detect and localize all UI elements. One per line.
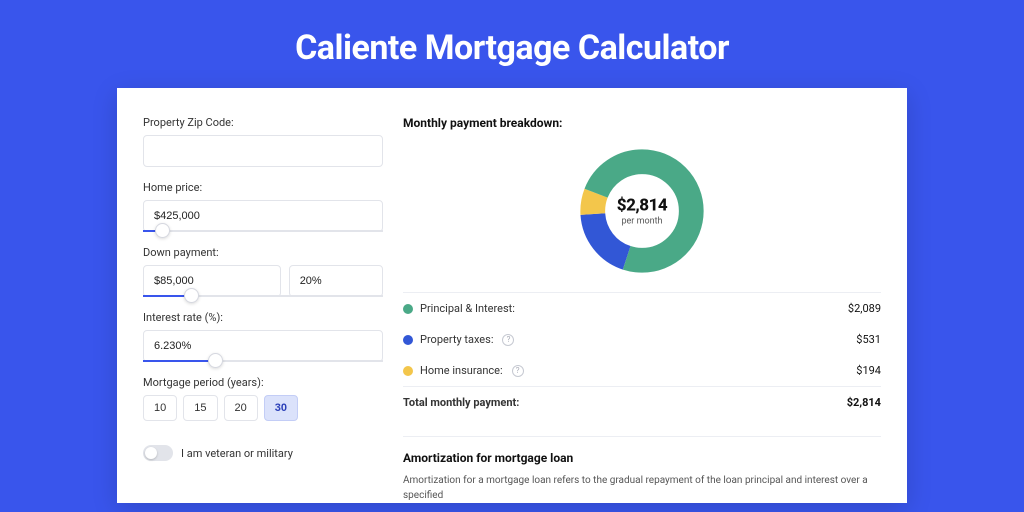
donut-value: $2,814: [617, 196, 667, 216]
donut-sub: per month: [617, 217, 667, 227]
home-price-group: Home price:: [143, 181, 383, 232]
breakdown-label: Home insurance:?: [403, 364, 856, 377]
breakdown-amount: $194: [856, 364, 881, 377]
breakdown-label: Principal & Interest:: [403, 302, 848, 315]
legend-dot: [403, 304, 413, 314]
legend-dot: [403, 366, 413, 376]
period-segmented: 1015 2030: [143, 395, 383, 421]
amortization-title: Amortization for mortgage loan: [403, 436, 881, 465]
slider-fill: [143, 360, 215, 362]
input-panel: Property Zip Code: Home price: Down paym…: [143, 116, 383, 503]
veteran-toggle[interactable]: [143, 445, 173, 461]
period-option-15[interactable]: 15: [183, 395, 217, 421]
down-payment-group: Down payment:: [143, 246, 383, 297]
legend-dot: [403, 335, 413, 345]
donut-chart: $2,814 per month: [577, 146, 707, 276]
breakdown-line-principal: Principal & Interest: $2,089: [403, 293, 881, 324]
breakdown-amount: $531: [856, 333, 881, 346]
zip-input[interactable]: [143, 135, 383, 167]
veteran-label: I am veteran or military: [181, 447, 293, 460]
period-label: Mortgage period (years):: [143, 376, 383, 389]
breakdown-amount: $2,089: [848, 302, 881, 315]
donut-wrap: $2,814 per month: [403, 140, 881, 292]
breakdown-panel: Monthly payment breakdown: $2,814 per mo…: [403, 116, 881, 503]
breakdown-lines: Principal & Interest: $2,089 Property taxe…: [403, 293, 881, 386]
calculator-card: Property Zip Code: Home price: Down paym…: [117, 88, 907, 503]
period-group: Mortgage period (years): 1015 2030: [143, 376, 383, 421]
breakdown-line-insurance: Home insurance:?$194: [403, 355, 881, 386]
breakdown-label-text: Principal & Interest:: [420, 302, 515, 315]
interest-rate-input[interactable]: [143, 330, 383, 362]
slider-thumb[interactable]: [208, 353, 223, 368]
down-payment-slider[interactable]: [143, 295, 383, 297]
donut-center: $2,814 per month: [617, 196, 667, 227]
breakdown-label-text: Home insurance:: [420, 364, 503, 377]
down-payment-pct-input[interactable]: [289, 265, 383, 297]
home-price-slider[interactable]: [143, 230, 383, 232]
breakdown-title: Monthly payment breakdown:: [403, 116, 881, 130]
breakdown-line-taxes: Property taxes:?$531: [403, 324, 881, 355]
period-option-30[interactable]: 30: [264, 395, 298, 421]
amortization-text: Amortization for a mortgage loan refers …: [403, 473, 881, 503]
period-option-20[interactable]: 20: [224, 395, 258, 421]
down-payment-label: Down payment:: [143, 246, 383, 259]
page-title: Caliente Mortgage Calculator: [0, 0, 1024, 88]
total-line: Total monthly payment: $2,814: [403, 387, 881, 418]
slider-thumb[interactable]: [155, 223, 170, 238]
total-label: Total monthly payment:: [403, 396, 847, 409]
down-payment-input[interactable]: [143, 265, 281, 297]
total-amount: $2,814: [847, 396, 881, 409]
info-icon[interactable]: ?: [502, 334, 514, 346]
zip-group: Property Zip Code:: [143, 116, 383, 167]
breakdown-label-text: Property taxes:: [420, 333, 493, 346]
veteran-row: I am veteran or military: [143, 445, 383, 461]
home-price-input[interactable]: [143, 200, 383, 232]
period-option-10[interactable]: 10: [143, 395, 177, 421]
interest-rate-label: Interest rate (%):: [143, 311, 383, 324]
interest-rate-group: Interest rate (%):: [143, 311, 383, 362]
slider-thumb[interactable]: [184, 288, 199, 303]
zip-label: Property Zip Code:: [143, 116, 383, 129]
breakdown-label: Property taxes:?: [403, 333, 856, 346]
info-icon[interactable]: ?: [512, 365, 524, 377]
interest-rate-slider[interactable]: [143, 360, 383, 362]
home-price-label: Home price:: [143, 181, 383, 194]
